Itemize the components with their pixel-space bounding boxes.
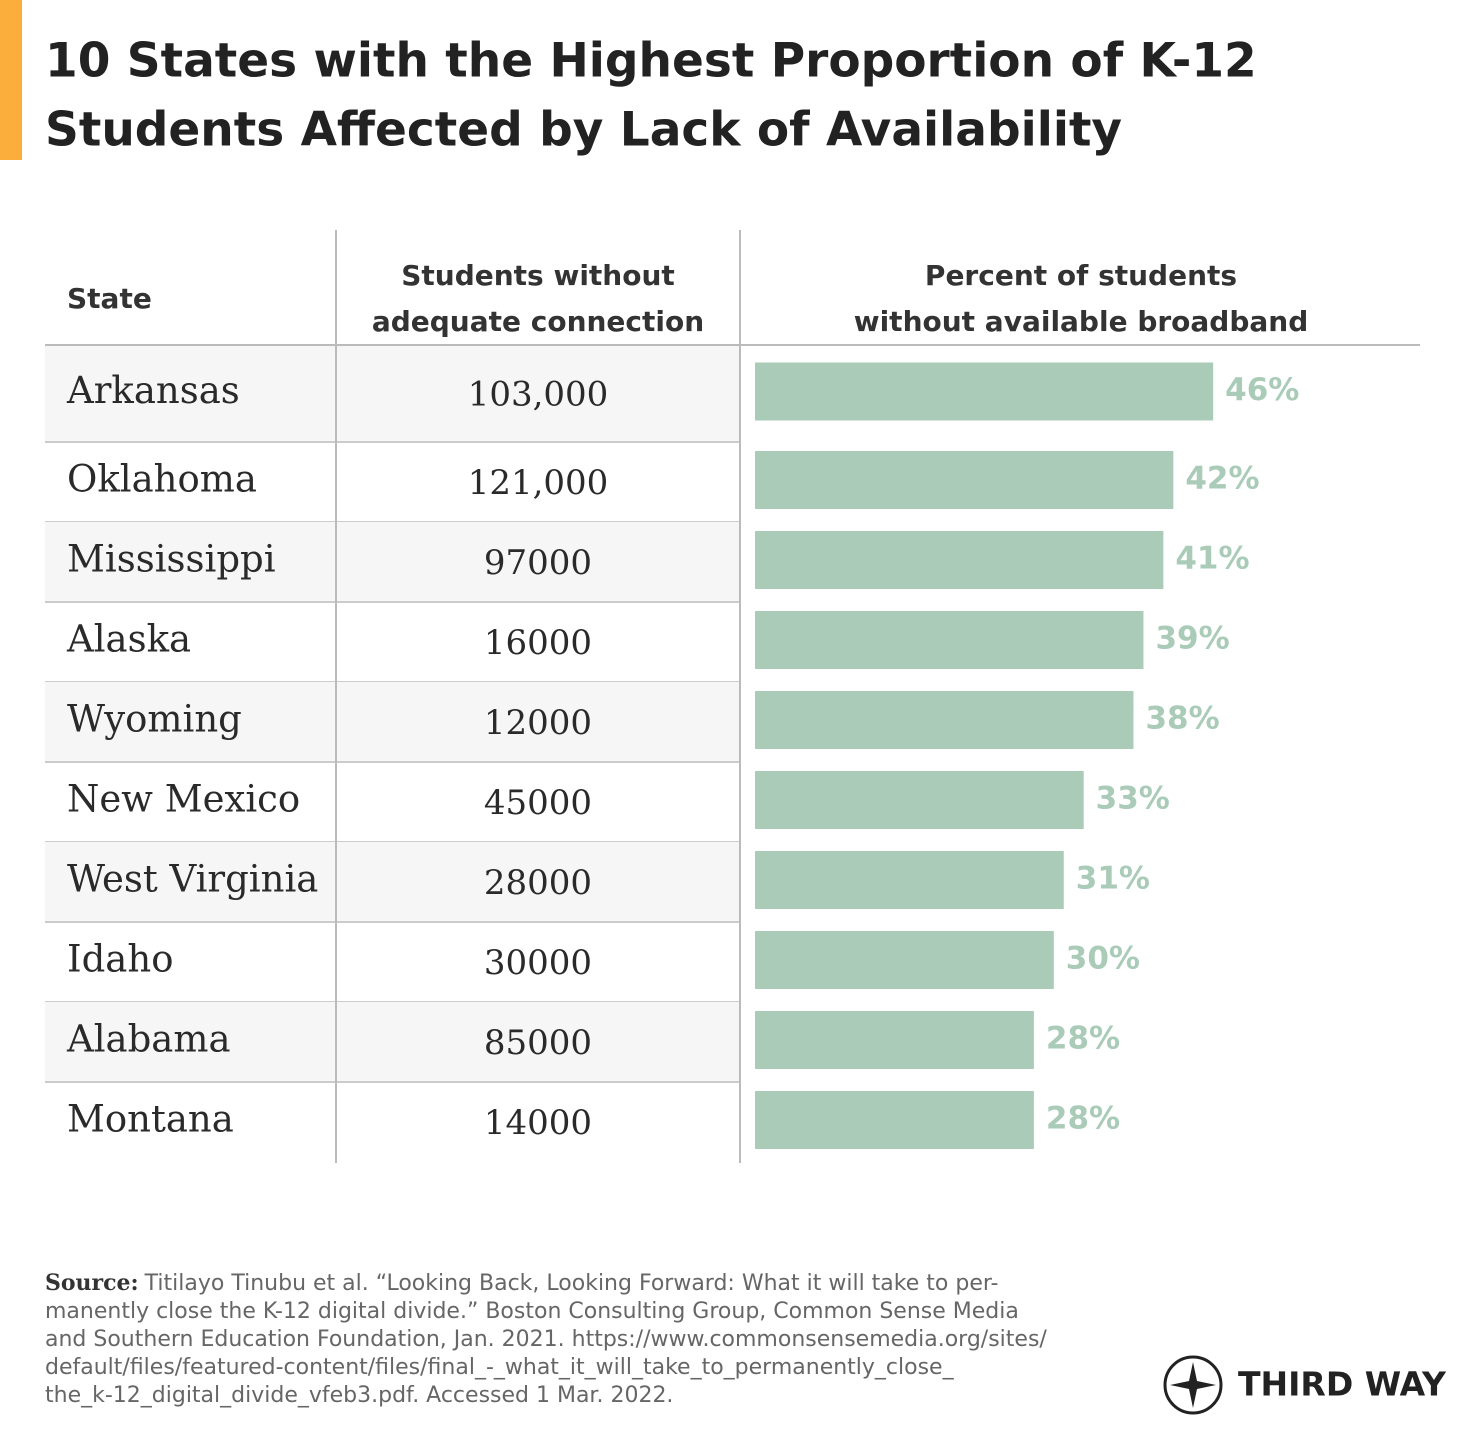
bar [755,362,1214,421]
accent-bar [0,0,22,160]
column-header: without available broadband [854,305,1309,338]
source-text: and Southern Education Foundation, Jan. … [45,1327,1047,1352]
source-text: the_k-12_digital_divide_vfeb3.pdf. Acces… [45,1383,673,1408]
value-label: 30% [1066,941,1140,977]
value-label: 46% [1225,372,1299,408]
students-count: 85000 [484,1023,592,1063]
column-header: State [67,282,152,315]
bar [755,691,1134,749]
state-name: Arkansas [66,369,240,412]
students-count: 121,000 [468,463,609,503]
logo-icon [1163,1355,1223,1415]
students-count: 30000 [484,943,592,983]
students-count: 28000 [484,863,592,903]
state-name: Alaska [66,618,191,661]
state-name: Oklahoma [67,458,257,501]
row-shade [45,345,740,442]
value-label: 28% [1046,1021,1120,1057]
students-count: 97000 [484,543,592,583]
state-name: New Mexico [67,778,300,821]
row-shade [45,522,740,602]
bar [755,611,1144,669]
source-text: manently close the K-12 digital divide.”… [45,1299,1019,1324]
source-text: Titilayo Tinubu et al. “Looking Back, Lo… [144,1271,999,1296]
row-shade [45,682,740,762]
table-body: Arkansas 103,000 46% Oklahoma 121,000 42% Miss… [45,345,1299,1149]
chart-title: 10 States with the Highest Proportion of… [45,34,1257,89]
row-shade [45,842,740,922]
value-label: 31% [1076,861,1150,897]
chart-title: Students Affected by Lack of Availabilit… [45,103,1122,158]
students-count: 12000 [484,703,592,743]
state-name: Montana [67,1098,234,1141]
source: Source: Titilayo Tinubu et al. “Looking B… [45,1270,998,1296]
students-count: 16000 [484,623,592,663]
bar [755,1091,1034,1149]
students-count: 103,000 [468,375,609,415]
bar [755,851,1064,909]
bar [755,451,1174,509]
column-header: adequate connection [372,305,704,338]
bar [755,771,1084,829]
row-shade [45,1002,740,1082]
value-label: 42% [1185,461,1259,497]
bar [755,931,1054,989]
value-label: 33% [1096,781,1170,817]
logo: THIRD WAY [1238,1365,1447,1404]
source-label: Source: [45,1270,139,1296]
column-header: Students without [401,259,675,292]
state-name: Mississippi [67,538,276,581]
value-label: 28% [1046,1101,1120,1137]
students-count: 14000 [484,1103,592,1143]
value-label: 41% [1175,541,1249,577]
state-name: West Virginia [67,858,318,901]
bar [755,531,1164,589]
state-name: Idaho [67,938,173,981]
bar [755,1011,1034,1069]
value-label: 38% [1145,701,1219,737]
students-count: 45000 [484,783,592,823]
value-label: 39% [1155,621,1229,657]
column-header: Percent of students [925,259,1237,292]
state-name: Wyoming [67,698,242,741]
source-text: default/files/featured-content/files/fin… [45,1355,955,1380]
state-name: Alabama [66,1018,231,1061]
